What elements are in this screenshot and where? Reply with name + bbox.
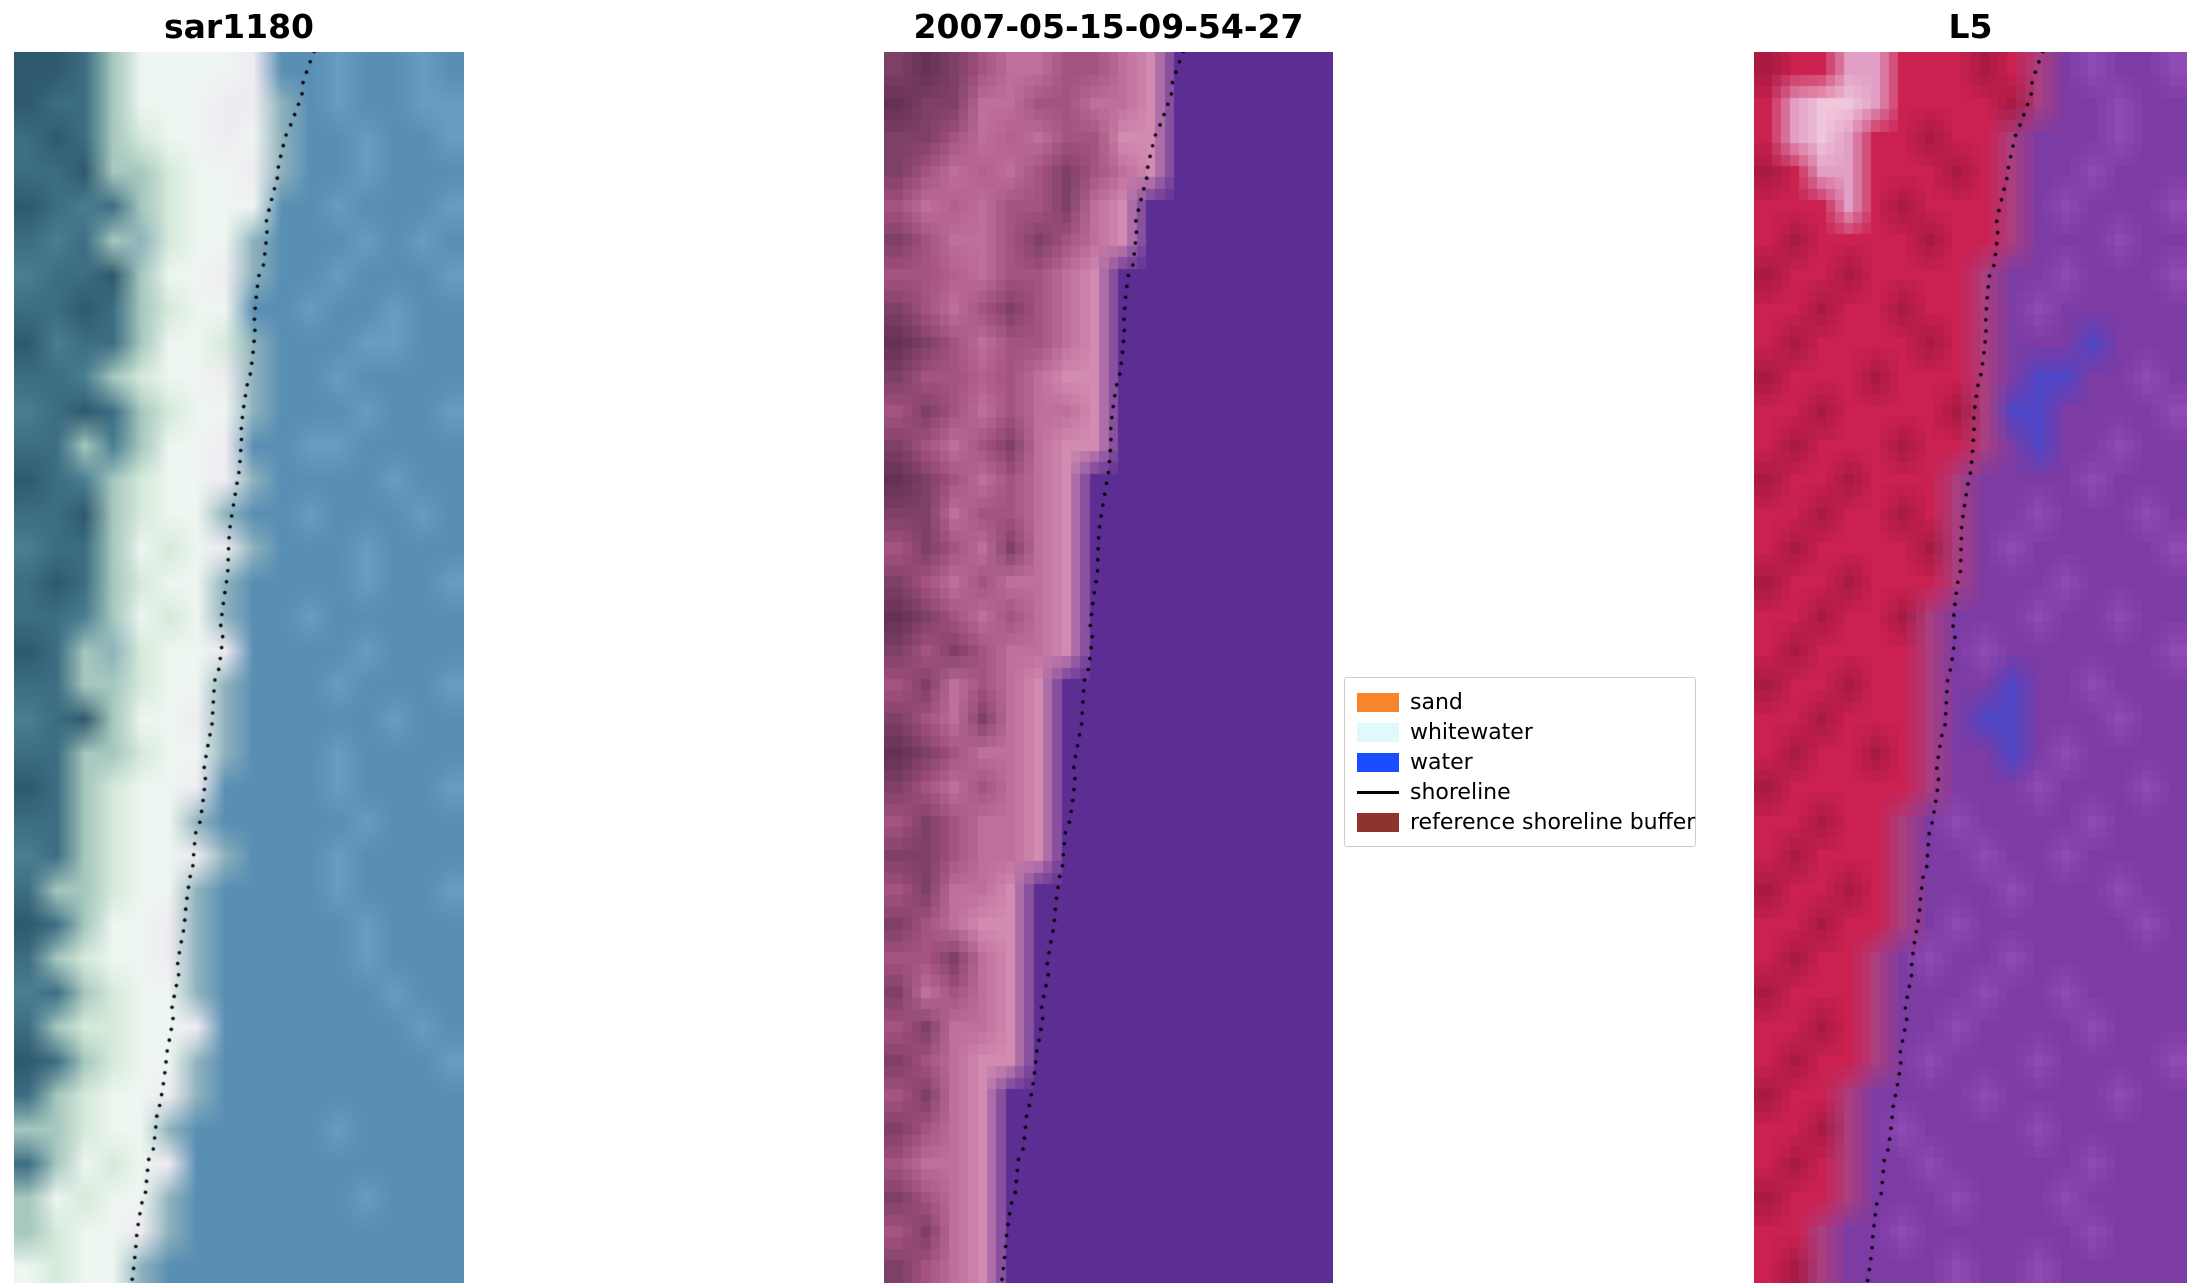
l5-image-canvas: [1754, 52, 2187, 1283]
legend-item-reference-buffer: reference shoreline buffer: [1357, 807, 1695, 837]
legend-label-water: water: [1410, 749, 1473, 775]
legend-item-sand: sand: [1357, 687, 1683, 717]
legend-label-whitewater: whitewater: [1410, 719, 1533, 745]
legend-item-shoreline: shoreline: [1357, 777, 1683, 807]
legend-box: sand whitewater water shoreline referenc…: [1344, 677, 1696, 847]
panel-l5: [1754, 52, 2187, 1283]
panel-title-sar1180: sar1180: [163, 7, 315, 46]
panel-title-l5: L5: [1948, 7, 1993, 46]
panel-title-timestamp: 2007-05-15-09-54-27: [913, 7, 1304, 46]
panel-sar1180: [14, 52, 464, 1283]
legend-item-whitewater: whitewater: [1357, 717, 1683, 747]
sand-swatch: [1357, 692, 1399, 712]
legend-item-water: water: [1357, 747, 1683, 777]
reference-buffer-swatch: [1357, 812, 1399, 832]
panel-classified: [884, 52, 1333, 1283]
legend-label-reference-buffer: reference shoreline buffer: [1410, 809, 1696, 835]
shoreline-line-swatch: [1357, 790, 1399, 794]
classified-image-canvas: [884, 52, 1333, 1283]
water-swatch: [1357, 752, 1399, 772]
whitewater-swatch: [1357, 722, 1399, 742]
legend-label-sand: sand: [1410, 689, 1463, 715]
sar1180-image-canvas: [14, 52, 464, 1283]
legend-label-shoreline: shoreline: [1410, 779, 1511, 805]
